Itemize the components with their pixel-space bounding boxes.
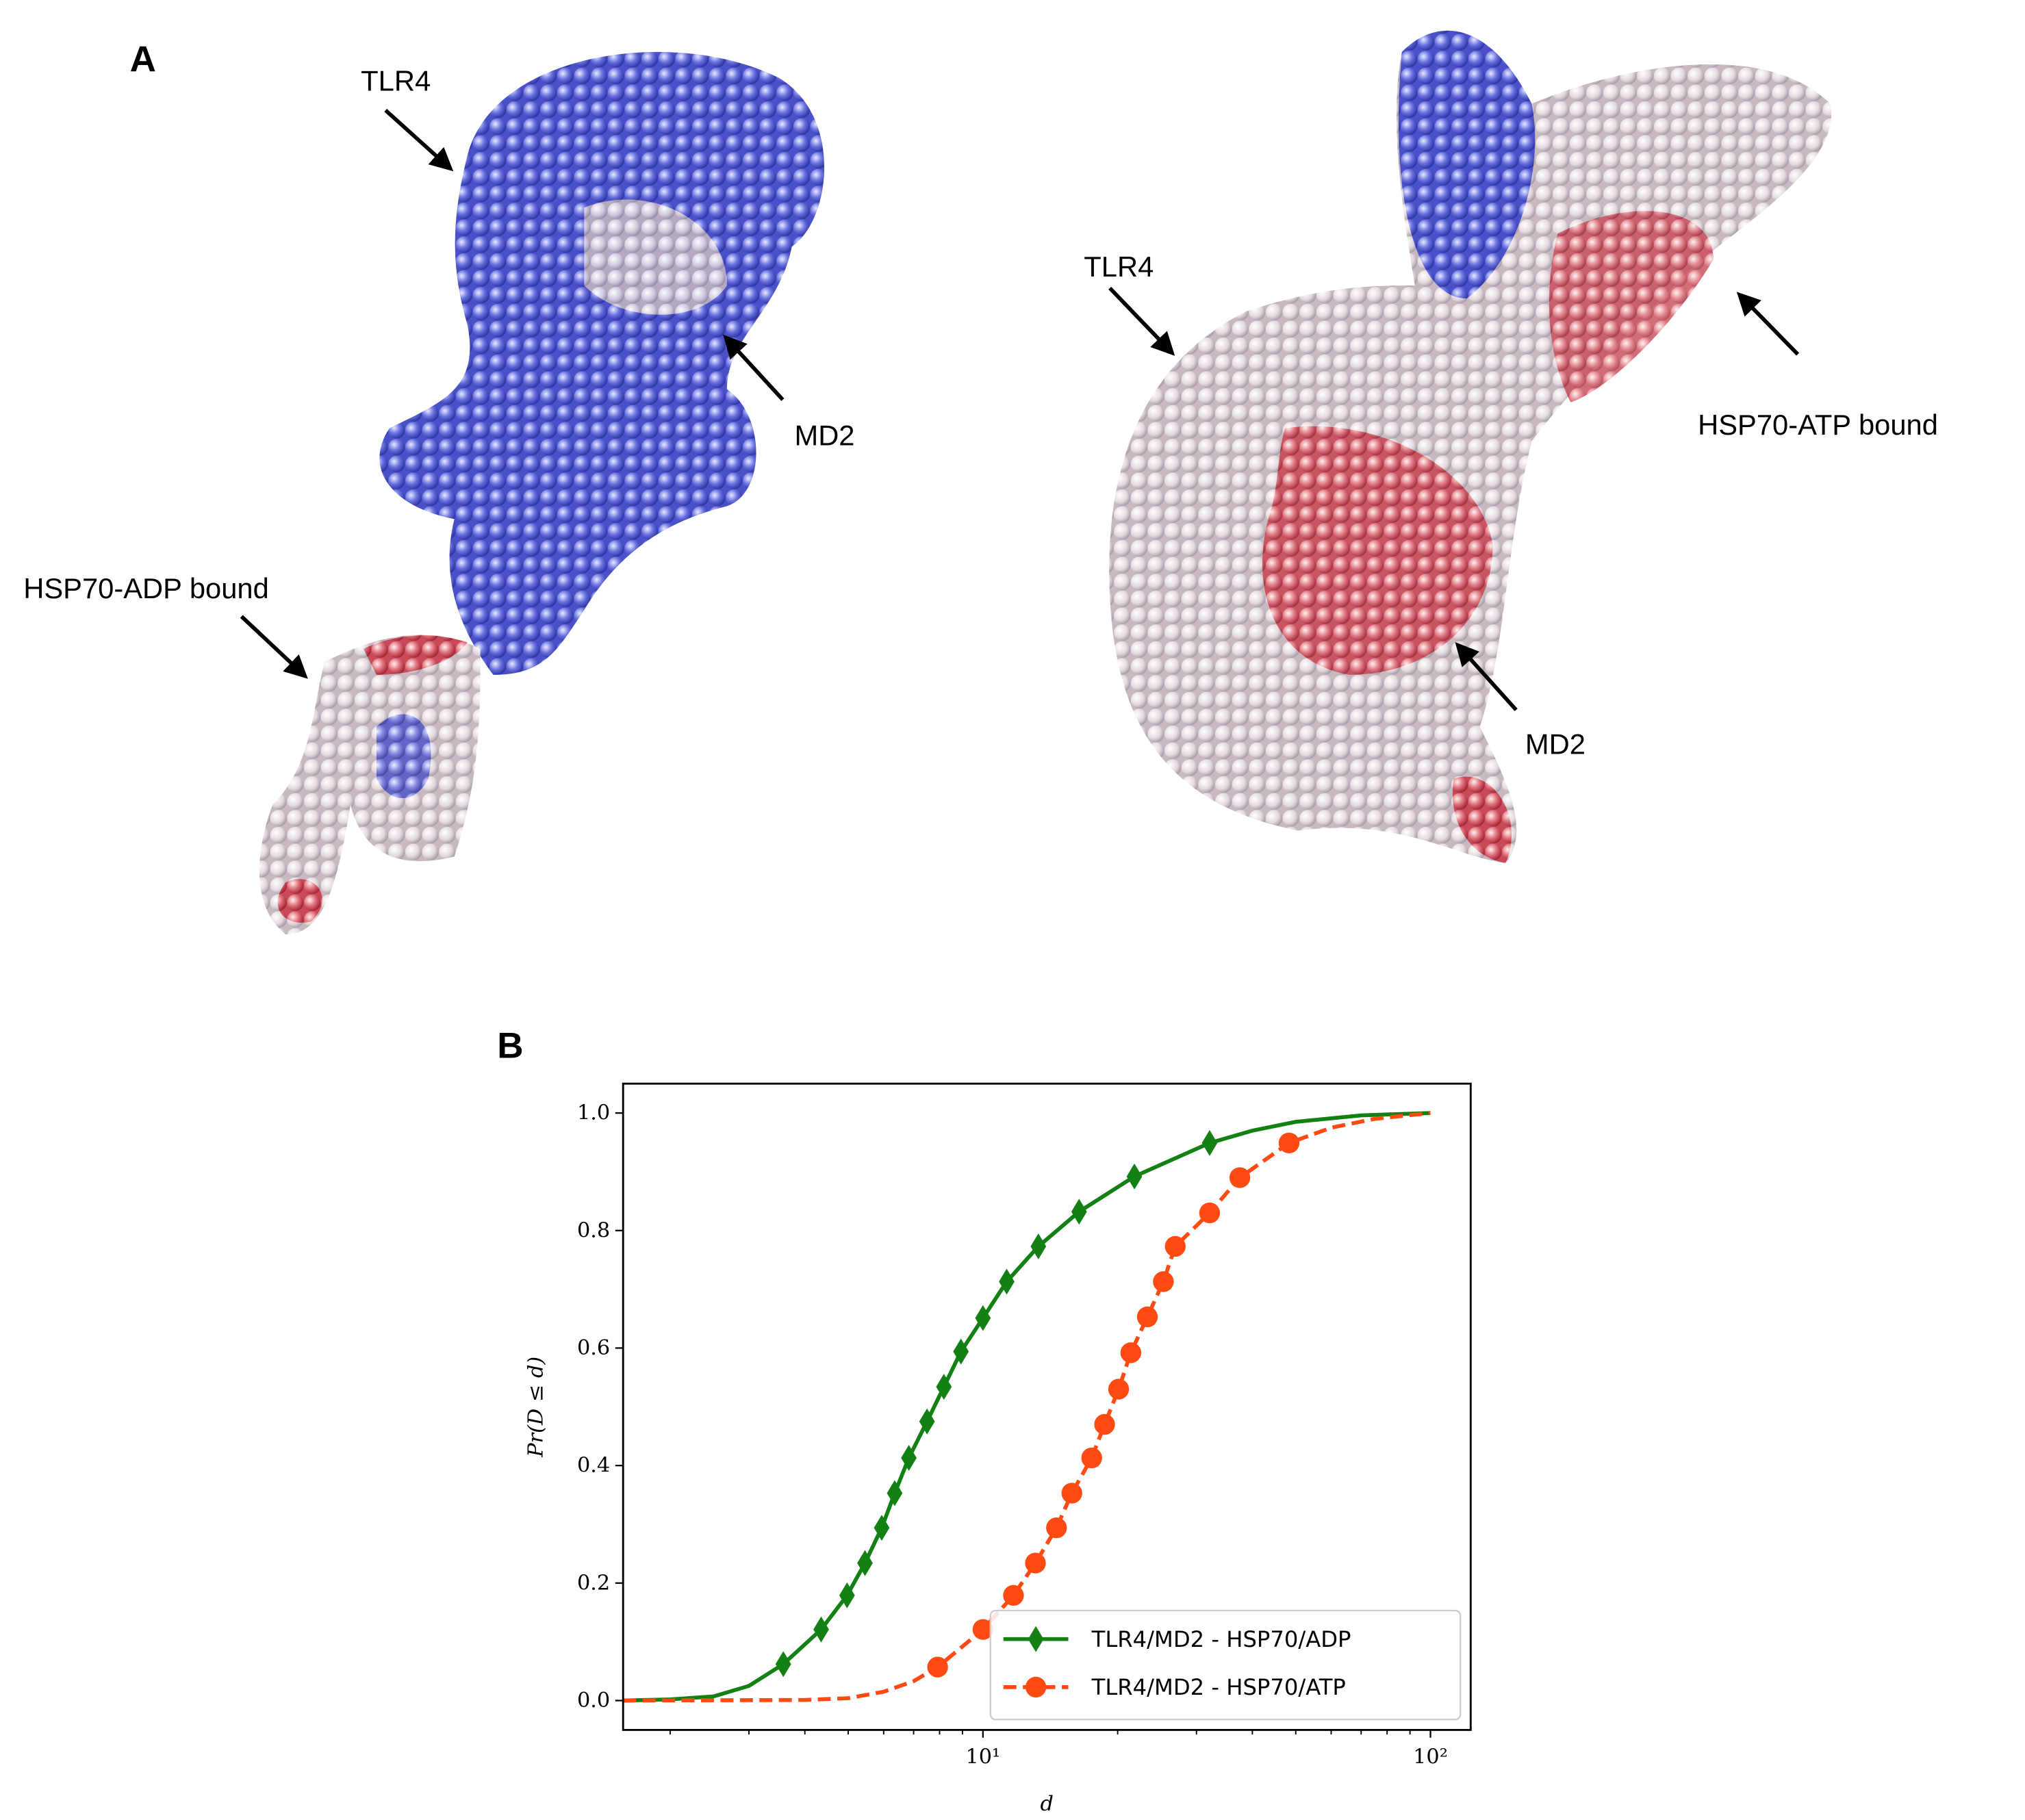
marker (919, 1408, 935, 1435)
marker (901, 1445, 917, 1471)
tail-red (1452, 776, 1512, 863)
legend-label: TLR4/MD2 - HSP70/ADP (1091, 1626, 1351, 1652)
marker (999, 1268, 1015, 1295)
hsp70-adp-surface (259, 635, 481, 935)
marker (927, 1656, 948, 1678)
marker (1164, 1235, 1186, 1257)
arrow (1108, 286, 1175, 356)
marker (1025, 1552, 1046, 1574)
marker (887, 1480, 903, 1507)
marker (1071, 1199, 1087, 1225)
annotation: MD2 (1525, 728, 1585, 760)
series-line (623, 1111, 1431, 1703)
y-tick-label: 0.0 (577, 1689, 610, 1713)
legend-marker (1025, 1676, 1047, 1698)
x-axis-label: d (1041, 1792, 1054, 1816)
arrow (1455, 642, 1518, 712)
marker (1199, 1202, 1221, 1224)
marker (874, 1515, 890, 1541)
marker (936, 1374, 952, 1400)
structure-left (259, 51, 825, 935)
marker (1061, 1483, 1082, 1504)
marker (1278, 1132, 1300, 1154)
marker (1153, 1271, 1174, 1292)
y-tick-label: 0.8 (577, 1218, 610, 1242)
panel-label: B (497, 1025, 523, 1066)
marker (1003, 1585, 1024, 1606)
marker (1081, 1447, 1102, 1469)
marker (1108, 1379, 1130, 1400)
y-tick-label: 0.2 (577, 1571, 610, 1595)
arrow (240, 615, 308, 679)
y-tick-label: 0.4 (577, 1454, 610, 1478)
marker (972, 1619, 993, 1640)
arrow (384, 109, 454, 172)
marker (1094, 1413, 1115, 1435)
marker (1120, 1342, 1141, 1363)
marker (1030, 1233, 1047, 1259)
marker (953, 1338, 969, 1365)
marker (775, 1651, 791, 1678)
annotation: HSP70-ADP bound (23, 572, 269, 604)
annotation: TLR4 (361, 65, 431, 97)
hsp70-atp-red (1549, 211, 1714, 402)
hsp70-adp-blue (376, 714, 431, 799)
y-axis-label: Pr(D ≤ d) (524, 1357, 548, 1458)
marker (1046, 1517, 1067, 1539)
y-tick-label: 1.0 (577, 1101, 610, 1125)
legend-box (989, 1609, 1462, 1721)
annotation: TLR4 (1084, 251, 1154, 283)
marker (1126, 1163, 1143, 1190)
legend-marker (1028, 1626, 1044, 1652)
structure-right (1109, 30, 1831, 863)
panel-label: A (130, 39, 156, 79)
md2-surface (584, 199, 727, 315)
md2-red (1262, 426, 1493, 675)
hsp70-adp-red (277, 635, 468, 923)
legend: TLR4/MD2 - HSP70/ADP TLR4/MD2 - HSP70/ATP (989, 1609, 1462, 1721)
legend-label: TLR4/MD2 - HSP70/ATP (1091, 1674, 1346, 1700)
x-tick-label: 10¹ (965, 1745, 1000, 1769)
marker (1136, 1306, 1158, 1328)
annotation: MD2 (794, 419, 854, 451)
arrow (723, 334, 785, 401)
y-tick-label: 0.6 (577, 1336, 610, 1360)
marker (975, 1305, 991, 1331)
tlr4-surface (379, 51, 825, 675)
marker (813, 1616, 829, 1643)
chart: 0.0 0.2 0.4 0.6 0.8 1.0 10¹ 10² d Pr(D ≤ d) TLR4/M… (524, 1082, 1472, 1816)
marker (1201, 1129, 1218, 1156)
marker (857, 1550, 873, 1576)
marker (839, 1582, 855, 1608)
marker (1229, 1167, 1251, 1188)
plot-frame (622, 1082, 1472, 1731)
x-tick-label: 10² (1413, 1745, 1448, 1769)
arrow (1736, 292, 1800, 356)
hsp70-atp-blue (1398, 30, 1536, 299)
annotation: HSP70-ATP bound (1698, 409, 1938, 441)
